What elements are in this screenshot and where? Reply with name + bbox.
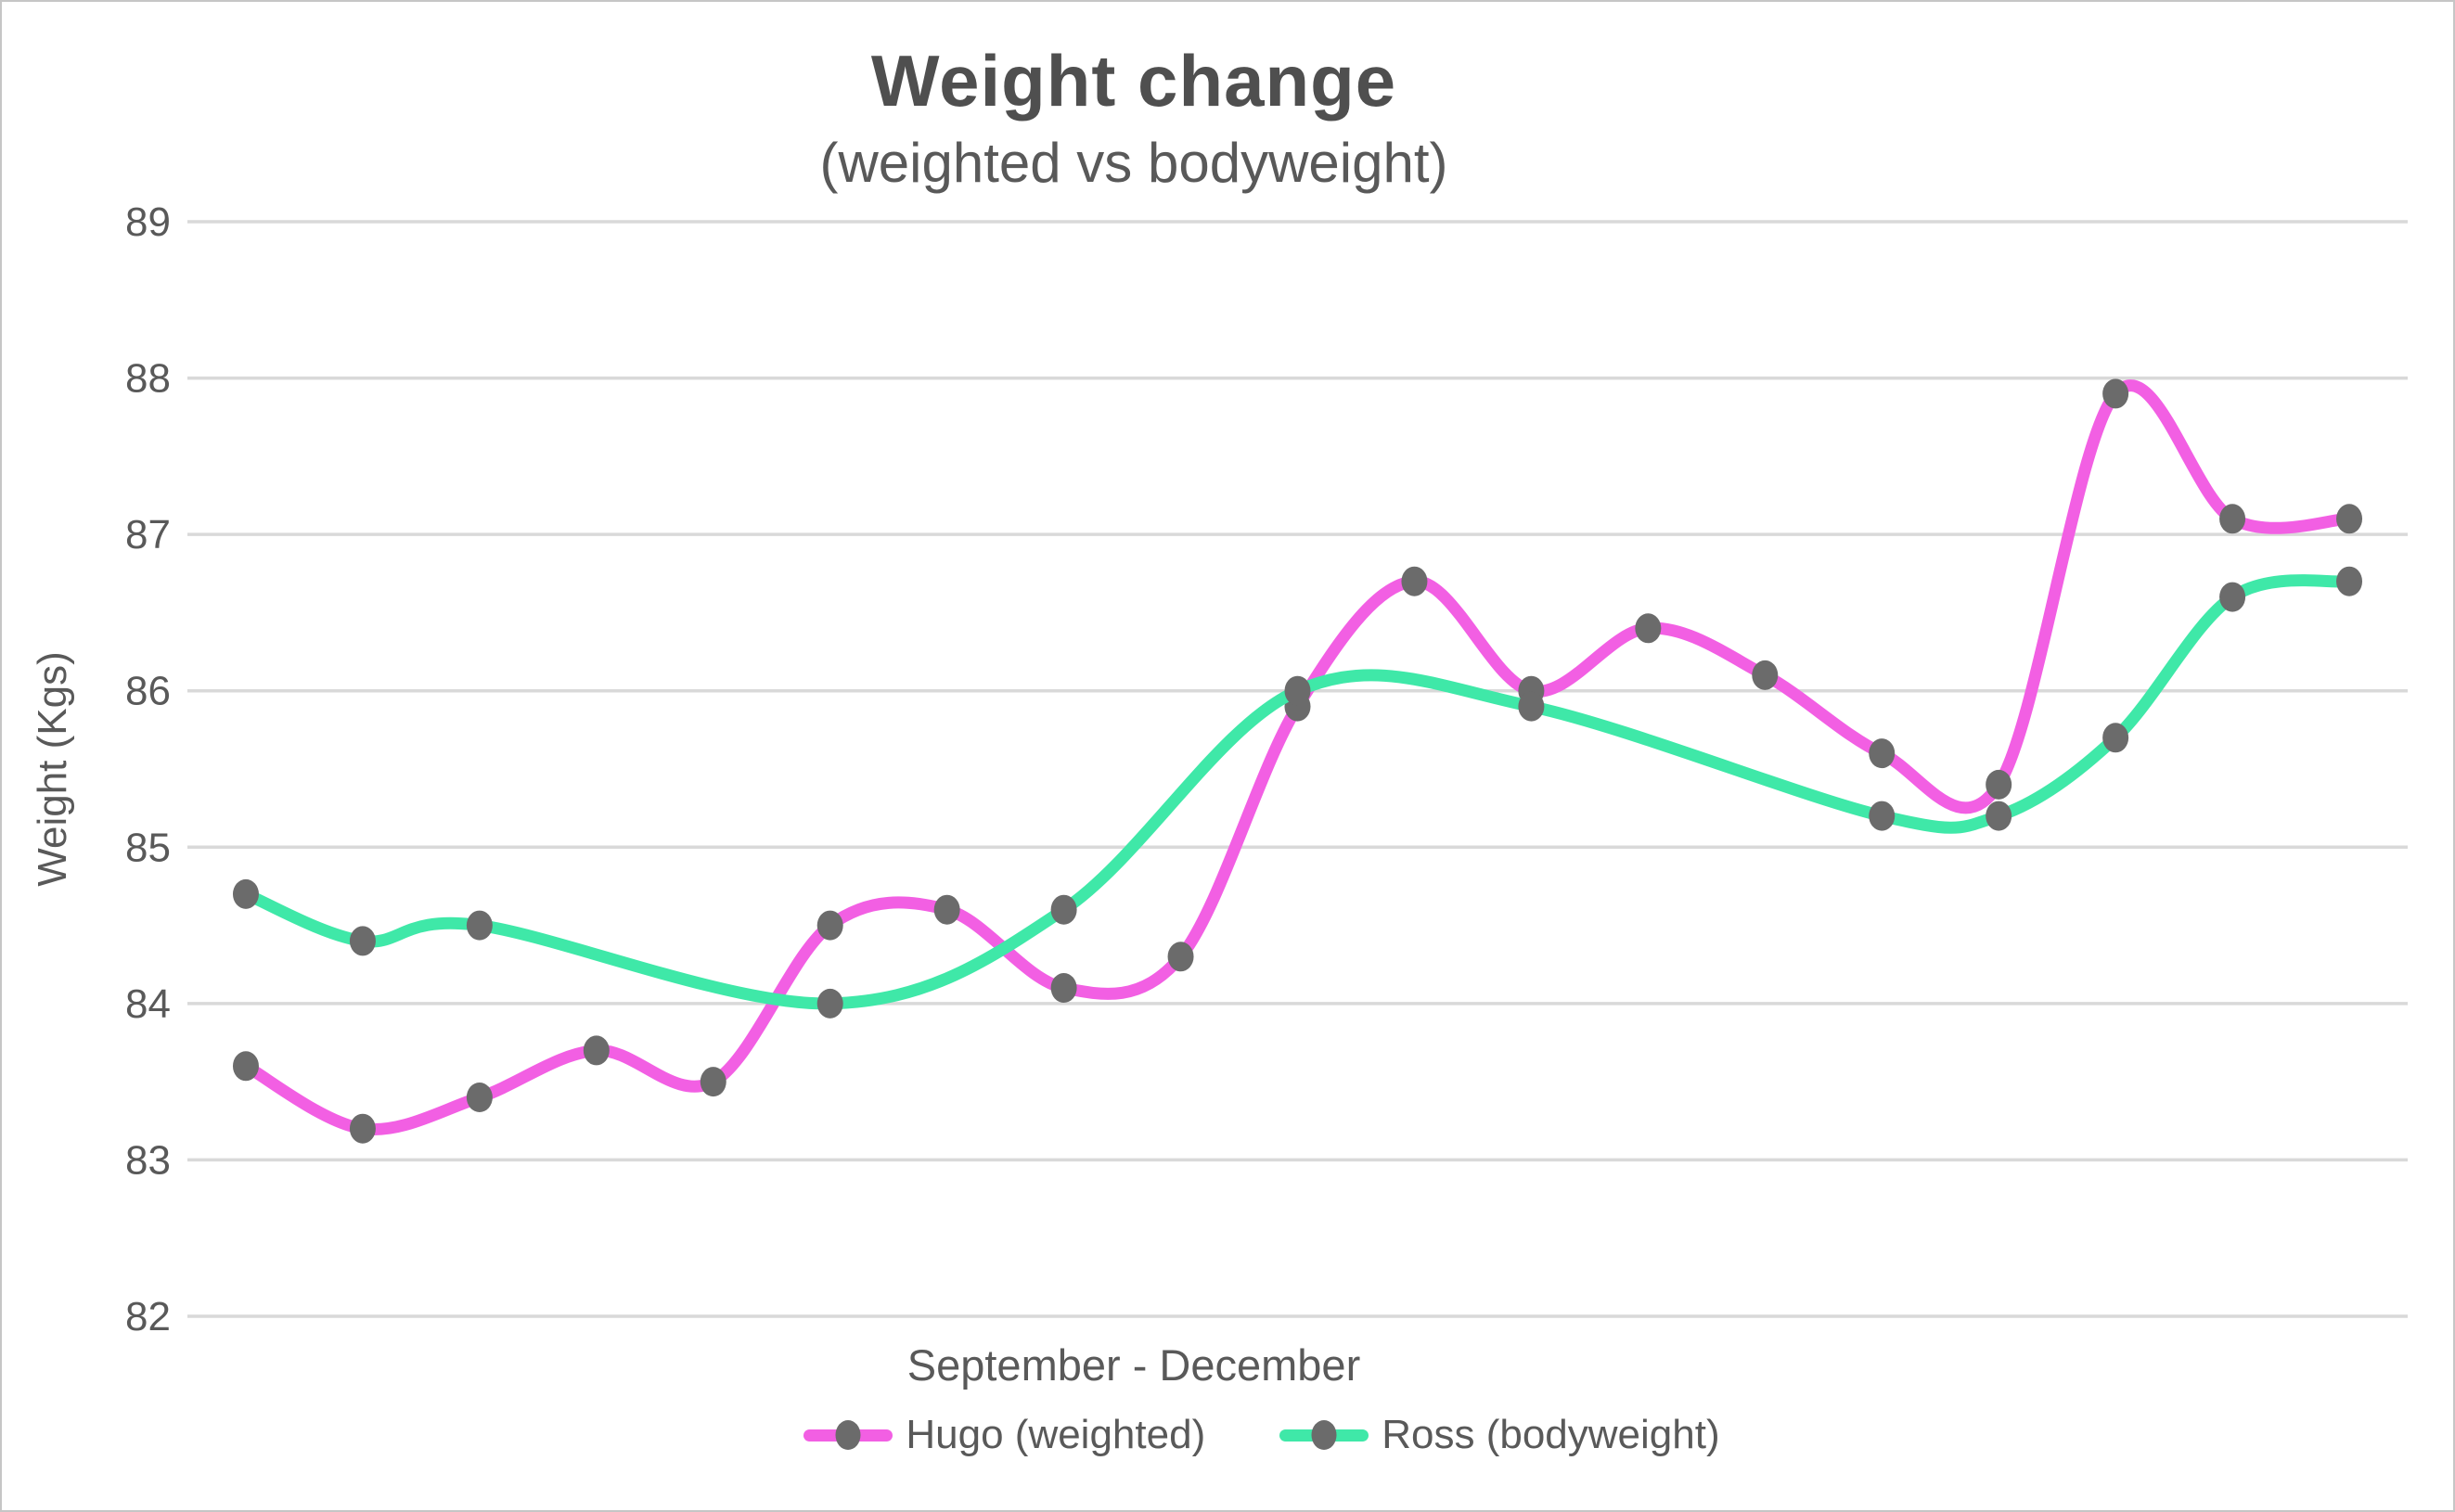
data-point-marker: [2336, 566, 2363, 596]
data-point-marker: [700, 1067, 726, 1097]
data-point-marker: [2336, 504, 2363, 534]
data-point-marker: [466, 910, 493, 941]
legend-line-swatch: [803, 1420, 893, 1450]
legend-label: Ross (bodyweight): [1382, 1412, 1720, 1457]
y-axis-tick-label: 83: [125, 1137, 171, 1183]
y-axis-tick-label: 85: [125, 825, 171, 870]
y-axis-tick-label: 86: [125, 669, 171, 714]
y-axis-tick-label: 88: [125, 356, 171, 402]
legend-item-hugo[interactable]: Hugo (weighted): [803, 1412, 1205, 1458]
data-point-marker: [583, 1035, 610, 1066]
data-point-marker: [1869, 738, 1896, 769]
data-point-marker: [466, 1083, 493, 1112]
data-point-marker: [2219, 582, 2246, 612]
data-point-marker: [816, 910, 843, 941]
legend-marker-dot-icon: [835, 1420, 861, 1450]
y-axis-tick-label: 89: [125, 199, 171, 245]
data-point-marker: [1518, 691, 1545, 722]
data-point-marker: [1986, 769, 2012, 800]
x-axis-title: September - December: [906, 1340, 1361, 1390]
chart-legend: Hugo (weighted) Ross (bodyweight): [67, 1412, 2453, 1458]
y-axis-tick-label: 84: [125, 981, 171, 1027]
data-point-marker: [2102, 723, 2129, 753]
data-point-marker: [1167, 942, 1194, 972]
legend-item-ross[interactable]: Ross (bodyweight): [1279, 1412, 1720, 1458]
data-point-marker: [349, 926, 376, 956]
data-point-marker: [1284, 675, 1311, 706]
data-point-marker: [1635, 613, 1662, 644]
data-point-marker: [816, 988, 843, 1019]
legend-label: Hugo (weighted): [906, 1412, 1206, 1457]
data-point-marker: [1752, 660, 1779, 690]
data-point-marker: [349, 1113, 376, 1144]
data-point-marker: [232, 878, 259, 909]
data-point-marker: [1986, 801, 2012, 831]
y-axis-tick-label: 82: [125, 1294, 171, 1339]
series-line-1: [239, 574, 2356, 1010]
legend-line-swatch: [1279, 1420, 1369, 1450]
legend-marker-dot-icon: [1311, 1420, 1337, 1450]
series-line-0: [239, 379, 2356, 1135]
data-point-marker: [2102, 378, 2129, 409]
data-point-marker: [1050, 973, 1077, 1003]
data-point-marker: [1050, 894, 1077, 925]
data-point-marker: [2219, 504, 2246, 534]
data-point-marker: [1869, 801, 1896, 831]
y-axis-tick-label: 87: [125, 512, 171, 557]
data-point-marker: [1401, 566, 1428, 596]
data-point-marker: [232, 1051, 259, 1082]
data-point-marker: [933, 894, 960, 925]
